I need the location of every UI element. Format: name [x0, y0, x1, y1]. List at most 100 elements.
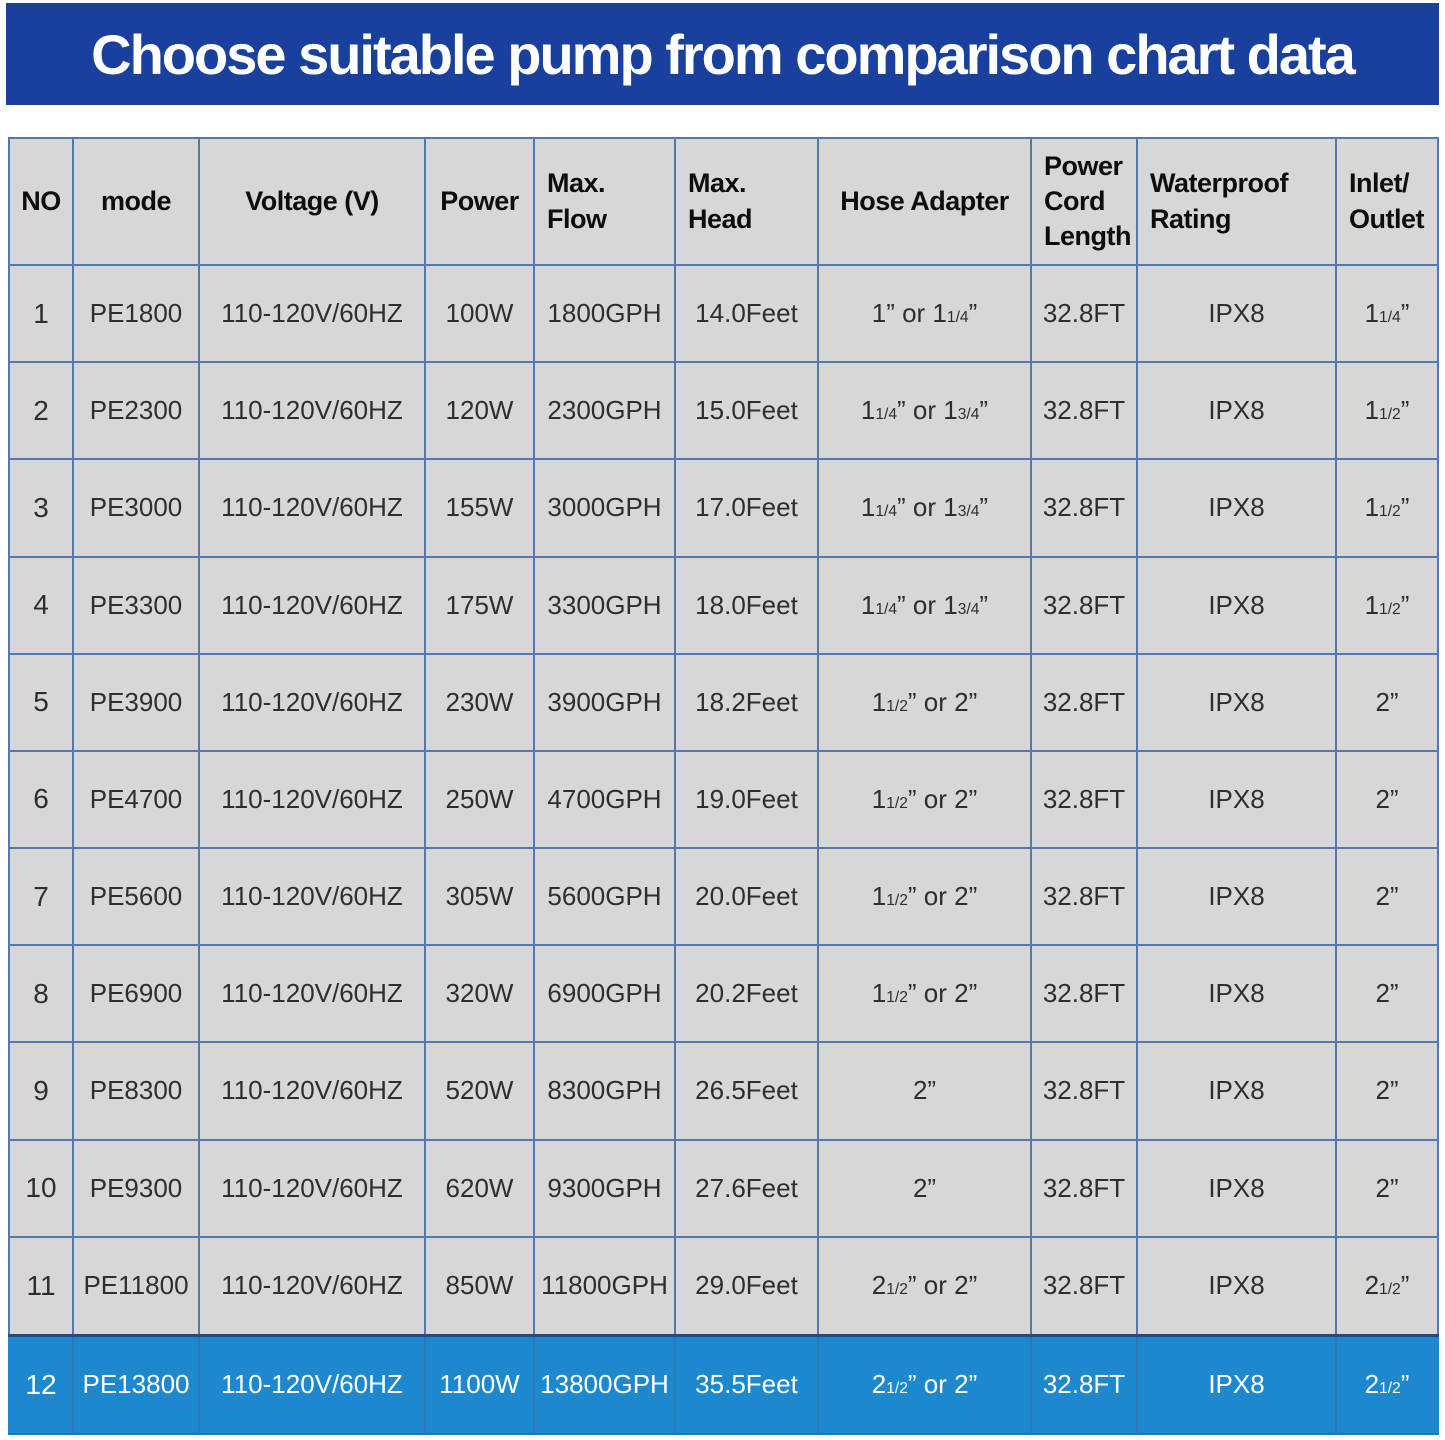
max-head-cell: 17.0Feet: [674, 458, 819, 558]
power-cord-cell: 32.8FT: [1030, 652, 1138, 752]
table-row-9: 9 PE8300 110-120V/60HZ 520W 8300GPH 26.5…: [8, 1041, 1439, 1141]
col-header-inlet-outlet: Inlet/ Outlet: [1335, 137, 1439, 266]
table-row-4: 4 PE3300 110-120V/60HZ 175W 3300GPH 18.0…: [8, 555, 1439, 655]
power-cell: 155W: [424, 458, 535, 558]
voltage-cell: 110-120V/60HZ: [198, 361, 426, 461]
max-head-cell: 20.2Feet: [674, 944, 819, 1044]
max-head-cell: 29.0Feet: [674, 1235, 819, 1337]
inlet-outlet-cell: 2”: [1335, 944, 1439, 1044]
voltage-cell: 110-120V/60HZ: [198, 944, 426, 1044]
voltage-cell: 110-120V/60HZ: [198, 1235, 426, 1337]
col-header-mode: mode: [72, 137, 200, 266]
header-row: NO mode Voltage (V) Power Max. Flow Max.…: [8, 137, 1439, 266]
power-cord-cell: 32.8FT: [1030, 458, 1138, 558]
table-row-10: 10 PE9300 110-120V/60HZ 620W 9300GPH 27.…: [8, 1138, 1439, 1238]
inlet-outlet-cell: 21/2”: [1335, 1333, 1439, 1435]
max-flow-cell: 8300GPH: [533, 1041, 676, 1141]
page-title: Choose suitable pump from comparison cha…: [91, 22, 1356, 86]
mode-cell: PE5600: [72, 847, 200, 947]
no-cell: 1: [8, 263, 74, 364]
inlet-outlet-cell: 2”: [1335, 749, 1439, 850]
max-flow-cell: 3900GPH: [533, 652, 676, 752]
max-head-cell: 20.0Feet: [674, 847, 819, 947]
mode-cell: PE3000: [72, 458, 200, 558]
max-flow-cell: 6900GPH: [533, 944, 676, 1044]
hose-adapter-cell: 11/4” or 13/4”: [817, 555, 1032, 655]
table-row-11: 11 PE11800 110-120V/60HZ 850W 11800GPH 2…: [8, 1235, 1439, 1337]
inlet-outlet-cell: 11/4”: [1335, 263, 1439, 364]
voltage-cell: 110-120V/60HZ: [198, 652, 426, 752]
power-cord-cell: 32.8FT: [1030, 1041, 1138, 1141]
no-cell: 5: [8, 652, 74, 752]
hose-adapter-cell: 21/2” or 2”: [817, 1235, 1032, 1337]
max-flow-cell: 13800GPH: [533, 1333, 676, 1435]
no-cell: 6: [8, 749, 74, 850]
no-cell: 2: [8, 361, 74, 461]
max-flow-cell: 4700GPH: [533, 749, 676, 850]
inlet-outlet-cell: 11/2”: [1335, 458, 1439, 558]
table-row-12-highlighted: 12 PE13800 110-120V/60HZ 1100W 13800GPH …: [8, 1333, 1439, 1435]
power-cell: 175W: [424, 555, 535, 655]
hose-adapter-cell: 11/2” or 2”: [817, 847, 1032, 947]
mode-cell: PE11800: [72, 1235, 200, 1337]
mode-cell: PE4700: [72, 749, 200, 850]
inlet-outlet-cell: 21/2”: [1335, 1235, 1439, 1337]
max-head-cell: 35.5Feet: [674, 1333, 819, 1435]
col-header-hose-adapter: Hose Adapter: [817, 137, 1032, 266]
power-cell: 305W: [424, 847, 535, 947]
power-cord-cell: 32.8FT: [1030, 847, 1138, 947]
col-header-max-head: Max. Head: [674, 137, 819, 266]
mode-cell: PE6900: [72, 944, 200, 1044]
mode-cell: PE13800: [72, 1333, 200, 1435]
table-row-8: 8 PE6900 110-120V/60HZ 320W 6900GPH 20.2…: [8, 944, 1439, 1044]
max-flow-cell: 11800GPH: [533, 1235, 676, 1337]
power-cell: 620W: [424, 1138, 535, 1238]
power-cell: 520W: [424, 1041, 535, 1141]
power-cell: 1100W: [424, 1333, 535, 1435]
waterproof-cell: IPX8: [1136, 944, 1337, 1044]
power-cord-cell: 32.8FT: [1030, 749, 1138, 850]
inlet-outlet-cell: 2”: [1335, 847, 1439, 947]
hose-adapter-cell: 11/2” or 2”: [817, 944, 1032, 1044]
max-flow-cell: 2300GPH: [533, 361, 676, 461]
hose-adapter-cell: 2”: [817, 1041, 1032, 1141]
no-cell: 4: [8, 555, 74, 655]
power-cord-cell: 32.8FT: [1030, 944, 1138, 1044]
voltage-cell: 110-120V/60HZ: [198, 1041, 426, 1141]
power-cord-cell: 32.8FT: [1030, 1138, 1138, 1238]
power-cell: 850W: [424, 1235, 535, 1337]
hose-adapter-cell: 21/2” or 2”: [817, 1333, 1032, 1435]
power-cord-cell: 32.8FT: [1030, 263, 1138, 364]
table-row-6: 6 PE4700 110-120V/60HZ 250W 4700GPH 19.0…: [8, 749, 1439, 850]
col-header-no: NO: [8, 137, 74, 266]
table-row-5: 5 PE3900 110-120V/60HZ 230W 3900GPH 18.2…: [8, 652, 1439, 752]
waterproof-cell: IPX8: [1136, 847, 1337, 947]
voltage-cell: 110-120V/60HZ: [198, 847, 426, 947]
max-head-cell: 19.0Feet: [674, 749, 819, 850]
waterproof-cell: IPX8: [1136, 749, 1337, 850]
no-cell: 10: [8, 1138, 74, 1238]
max-head-cell: 15.0Feet: [674, 361, 819, 461]
inlet-outlet-cell: 11/2”: [1335, 361, 1439, 461]
waterproof-cell: IPX8: [1136, 1235, 1337, 1337]
voltage-cell: 110-120V/60HZ: [198, 555, 426, 655]
mode-cell: PE2300: [72, 361, 200, 461]
table-row-3: 3 PE3000 110-120V/60HZ 155W 3000GPH 17.0…: [8, 458, 1439, 558]
power-cord-cell: 32.8FT: [1030, 361, 1138, 461]
no-cell: 12: [8, 1333, 74, 1435]
waterproof-cell: IPX8: [1136, 263, 1337, 364]
table-row-7: 7 PE5600 110-120V/60HZ 305W 5600GPH 20.0…: [8, 847, 1439, 947]
hose-adapter-cell: 11/2” or 2”: [817, 652, 1032, 752]
col-header-waterproof-rating: Waterproof Rating: [1136, 137, 1337, 266]
waterproof-cell: IPX8: [1136, 652, 1337, 752]
max-head-cell: 27.6Feet: [674, 1138, 819, 1238]
no-cell: 7: [8, 847, 74, 947]
waterproof-cell: IPX8: [1136, 361, 1337, 461]
no-cell: 8: [8, 944, 74, 1044]
waterproof-cell: IPX8: [1136, 1138, 1337, 1238]
no-cell: 11: [8, 1235, 74, 1337]
col-header-power: Power: [424, 137, 535, 266]
inlet-outlet-cell: 2”: [1335, 1041, 1439, 1141]
power-cord-cell: 32.8FT: [1030, 1235, 1138, 1337]
no-cell: 3: [8, 458, 74, 558]
